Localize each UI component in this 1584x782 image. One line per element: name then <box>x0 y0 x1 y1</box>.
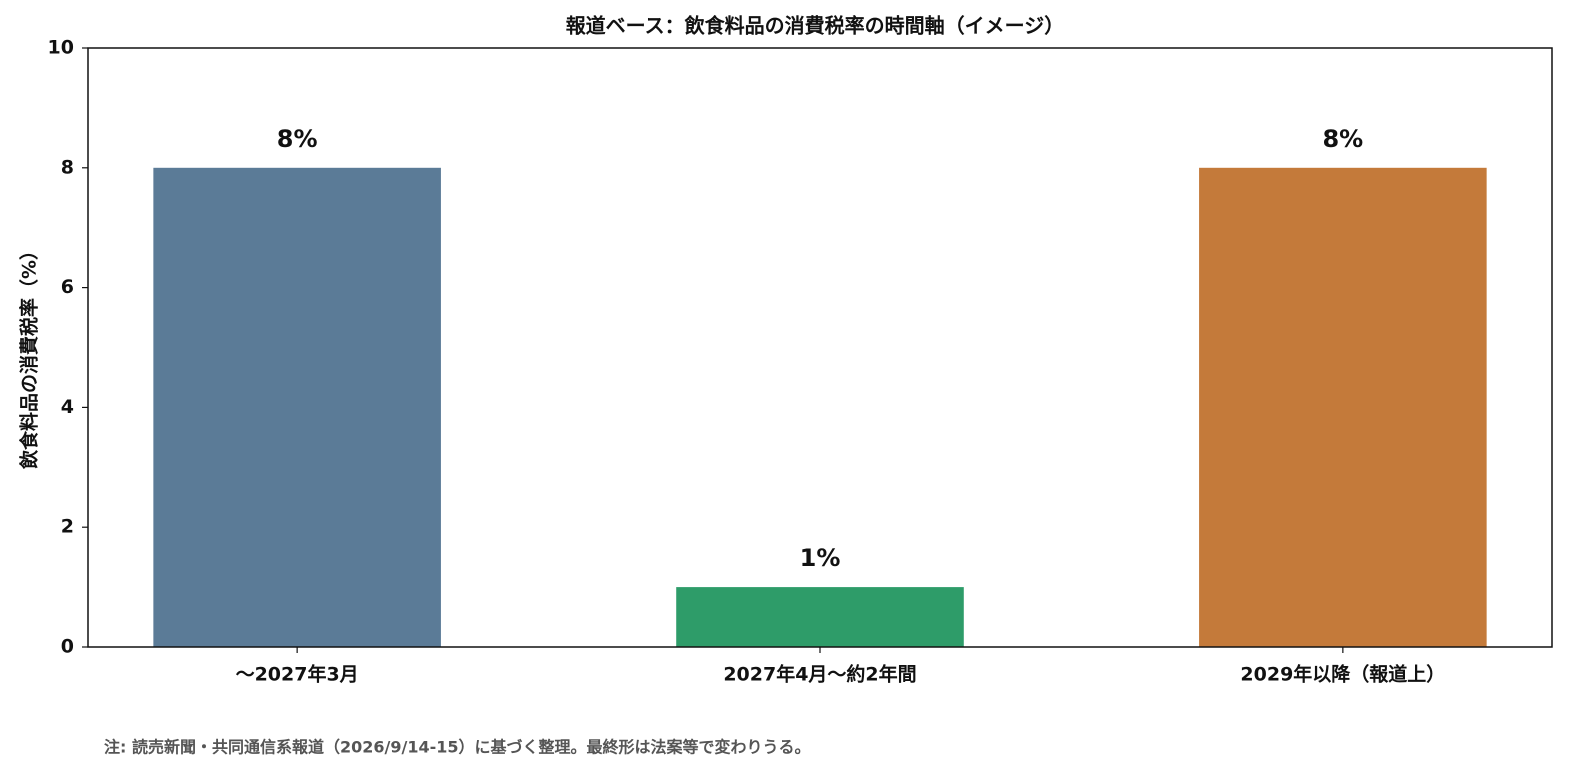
y-tick-label: 10 <box>48 37 74 59</box>
y-tick-label: 6 <box>61 276 74 298</box>
plot-frame <box>87 47 1553 648</box>
y-tick-label: 2 <box>61 516 74 538</box>
chart-title: 報道ベース：飲食料品の消費税率の時間軸（イメージ） <box>566 14 1065 38</box>
bar <box>1199 167 1487 648</box>
y-axis-label: 飲食料品の消費税率（%） <box>18 241 41 470</box>
y-tick-label: 0 <box>61 636 74 658</box>
value-label: 8% <box>277 125 318 153</box>
value-label: 1% <box>800 544 841 572</box>
x-tick-label: 2027年4月〜約2年間 <box>723 663 916 686</box>
value-label: 8% <box>1322 125 1363 153</box>
bar <box>676 587 964 647</box>
note: 注: 読売新聞・共同通信系報道（2026/9/14-15）に基づく整理。最終形は… <box>104 738 811 757</box>
bar <box>153 167 441 648</box>
x-tick-label: 2029年以降（報道上） <box>1240 663 1445 686</box>
x-tick-label: 〜2027年3月 <box>236 663 359 686</box>
y-tick-label: 8 <box>61 156 74 178</box>
y-tick-label: 4 <box>61 396 74 418</box>
